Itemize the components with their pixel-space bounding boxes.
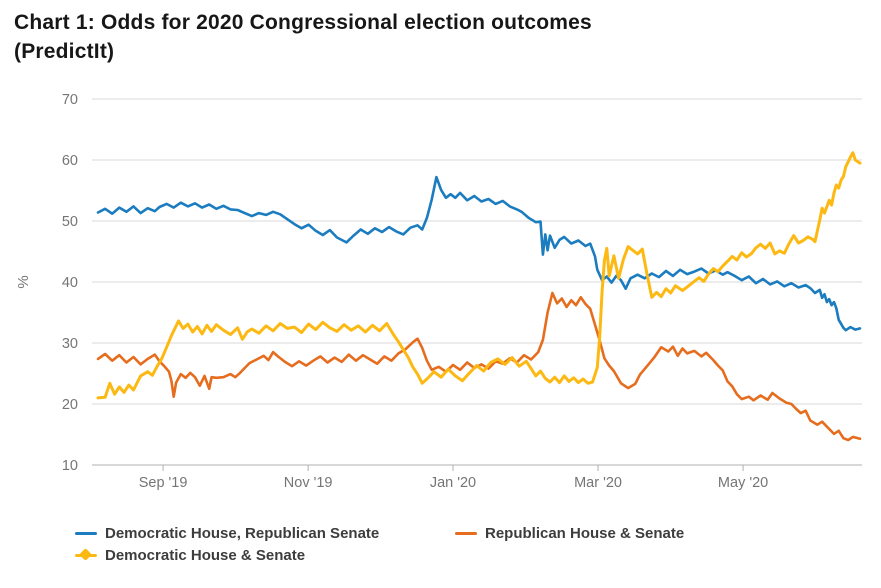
legend-label: Democratic House, Republican Senate	[105, 524, 380, 542]
legend-label: Republican House & Senate	[485, 524, 685, 542]
y-axis-tick-label: 20	[62, 397, 78, 413]
chart-legend: Democratic House, Republican Senate Repu…	[0, 516, 881, 576]
chart-plot: 10 20 30 40 50 60 70 Sep '19 Nov '19 Jan '20 Mar '…	[15, 92, 862, 491]
y-axis-tick-label: 60	[62, 153, 78, 169]
x-axis-tick-label: Nov '19	[284, 475, 333, 491]
y-axis-title: %	[15, 275, 32, 288]
legend-item-republican-house-senate[interactable]: Republican House & Senate	[455, 522, 684, 544]
legend-swatch-yellow	[75, 548, 97, 562]
line-swatch-icon	[455, 531, 477, 535]
x-axis-tick-label: Sep '19	[139, 475, 188, 491]
x-axis-tick-label: May '20	[718, 475, 768, 491]
legend-swatch-blue	[75, 526, 97, 540]
chart-title-line2: (PredictIt)	[14, 40, 115, 63]
line-swatch-icon	[75, 531, 97, 535]
y-axis-tick-label: 70	[62, 92, 78, 108]
y-axis-tick-label: 50	[62, 214, 78, 230]
x-axis-tick-label: Mar '20	[574, 475, 622, 491]
legend-swatch-orange	[455, 526, 477, 540]
x-axis-tick-label: Jan '20	[430, 475, 476, 491]
series-line-0	[96, 175, 862, 332]
legend-label: Democratic House & Senate	[105, 546, 306, 564]
diamond-marker-icon	[79, 548, 92, 561]
chart-title-line1: Chart 1: Odds for 2020 Congressional ele…	[14, 11, 592, 34]
series-line-1	[96, 291, 862, 442]
y-axis-tick-label: 10	[62, 458, 78, 474]
legend-item-democratic-house-republican-senate[interactable]: Democratic House, Republican Senate	[75, 522, 379, 544]
legend-item-democratic-house-senate[interactable]: Democratic House & Senate	[75, 544, 305, 566]
chart-title: Chart 1: Odds for 2020 Congressional ele…	[14, 8, 834, 66]
y-axis-tick-label: 40	[62, 275, 78, 291]
y-axis-tick-label: 30	[62, 336, 78, 352]
series-line-2	[96, 151, 862, 400]
